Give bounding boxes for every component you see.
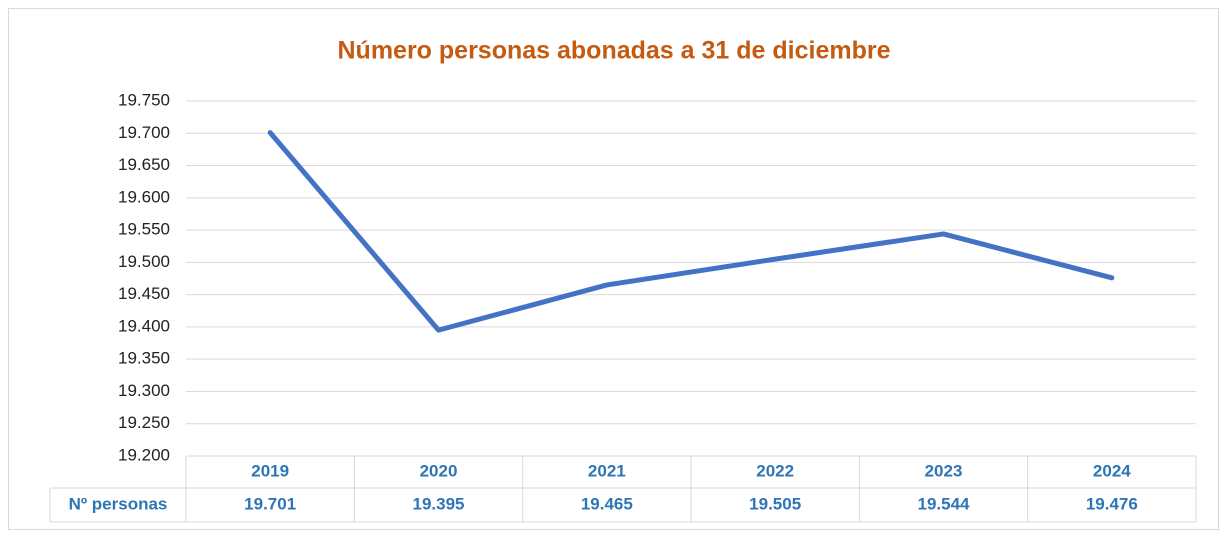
x-tick-label: 2021: [588, 461, 626, 480]
value-label: 19.544: [918, 494, 971, 513]
data-line: [267, 130, 1115, 333]
x-tick-label: 2022: [756, 461, 794, 480]
y-tick-label: 19.400: [118, 316, 170, 335]
y-tick-label: 19.750: [118, 90, 170, 109]
x-tick-label: 2024: [1093, 461, 1131, 480]
y-tick-label: 19.450: [118, 284, 170, 303]
y-tick-label: 19.650: [118, 155, 170, 174]
value-label: 19.701: [244, 494, 296, 513]
value-label: 19.465: [581, 494, 633, 513]
chart-frame: [8, 8, 1219, 530]
chart-title: Número personas abonadas a 31 de diciemb…: [338, 37, 891, 65]
value-label: 19.505: [749, 494, 801, 513]
x-tick-label: 2023: [925, 461, 963, 480]
y-tick-label: 19.550: [118, 220, 170, 239]
y-tick-label: 19.350: [118, 349, 170, 368]
value-label: 19.395: [413, 494, 465, 513]
x-tick-label: 2020: [420, 461, 458, 480]
y-tick-label: 19.600: [118, 187, 170, 206]
y-tick-label: 19.500: [118, 252, 170, 271]
legend-label: Nº personas: [69, 494, 168, 513]
y-tick-label: 19.300: [118, 381, 170, 400]
value-label: 19.476: [1086, 494, 1138, 513]
y-tick-label: 19.200: [118, 445, 170, 464]
y-tick-label: 19.250: [118, 413, 170, 432]
y-tick-label: 19.700: [118, 123, 170, 142]
x-tick-label: 2019: [251, 461, 289, 480]
